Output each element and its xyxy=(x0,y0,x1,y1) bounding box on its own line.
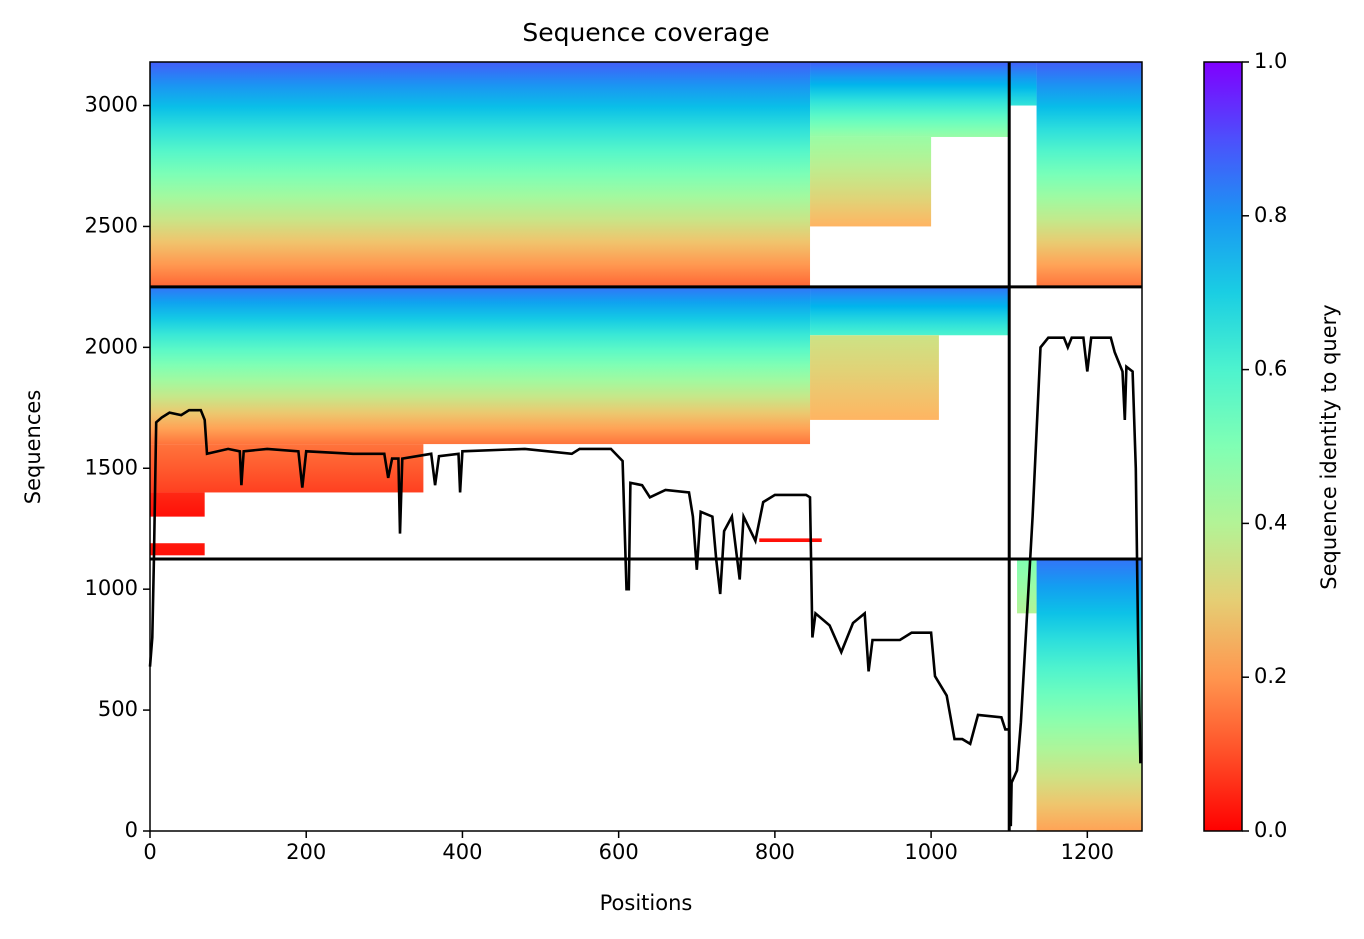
coverage-block xyxy=(810,136,932,227)
colorbar-tick-label: 1.0 xyxy=(1254,49,1287,73)
coverage-block xyxy=(810,62,1010,137)
x-tick-label: 1000 xyxy=(904,840,957,864)
coverage-block xyxy=(1009,62,1037,106)
colorbar-tick-label: 0.4 xyxy=(1254,510,1287,534)
x-axis-label: Positions xyxy=(600,891,693,915)
coverage-block xyxy=(150,444,424,493)
coverage-block xyxy=(150,543,205,556)
y-tick-label: 0 xyxy=(125,818,138,842)
y-tick-label: 3000 xyxy=(85,93,138,117)
x-tick-label: 200 xyxy=(286,840,326,864)
coverage-block xyxy=(759,538,822,543)
colorbar-tick-label: 0.0 xyxy=(1254,818,1287,842)
coverage-block xyxy=(810,335,939,420)
x-tick-label: 600 xyxy=(599,840,639,864)
coverage-block xyxy=(150,286,811,445)
coverage-block xyxy=(150,492,205,517)
chart-title: Sequence coverage xyxy=(522,18,769,47)
coverage-block xyxy=(1036,62,1142,287)
y-tick-label: 2500 xyxy=(85,213,138,237)
plot-frame xyxy=(149,61,1143,832)
colorbar xyxy=(1203,61,1243,832)
x-tick-label: 800 xyxy=(755,840,795,864)
colorbar-label: Sequence identity to query xyxy=(1317,304,1341,589)
coverage-block xyxy=(810,286,1010,336)
colorbar-tick-label: 0.2 xyxy=(1254,664,1287,688)
coverage-line xyxy=(148,336,1142,827)
colorbar-tick-label: 0.8 xyxy=(1254,203,1287,227)
colorbar-tick-label: 0.6 xyxy=(1254,357,1287,381)
y-axis-label: Sequences xyxy=(21,390,45,505)
coverage-block xyxy=(1036,558,1142,831)
y-tick-label: 2000 xyxy=(85,334,138,358)
coverage-block xyxy=(1017,558,1037,614)
x-tick-label: 0 xyxy=(143,840,156,864)
y-tick-label: 1500 xyxy=(85,455,138,479)
x-tick-label: 400 xyxy=(442,840,482,864)
y-tick-label: 500 xyxy=(98,697,138,721)
coverage-block xyxy=(150,62,811,287)
x-tick-label: 1200 xyxy=(1061,840,1114,864)
y-tick-label: 1000 xyxy=(85,576,138,600)
